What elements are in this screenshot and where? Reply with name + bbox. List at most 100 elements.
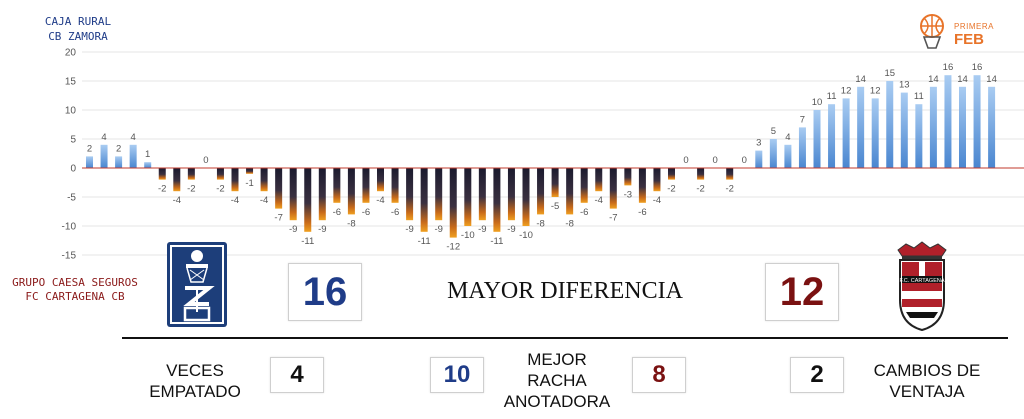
chart-bar (988, 86, 996, 168)
chart-bar (886, 81, 894, 168)
data-label: -8 (536, 218, 544, 229)
data-label: -4 (173, 195, 181, 206)
chart-bar (929, 86, 937, 168)
ties-label: VECES EMPATADO (140, 360, 250, 402)
chart-bar (129, 144, 137, 168)
chart-bar (697, 168, 705, 180)
data-label: -9 (434, 224, 442, 235)
chart-bar (260, 168, 268, 192)
chart-bar (973, 75, 981, 168)
chart-bar (347, 168, 355, 215)
data-label: -7 (274, 213, 282, 224)
data-label: -7 (609, 213, 617, 224)
chart-bar (522, 168, 530, 226)
data-label: -9 (405, 224, 413, 235)
team-top-line2: CB ZAMORA (48, 30, 108, 43)
data-label: -9 (318, 224, 326, 235)
chart-bar (420, 168, 428, 232)
chart-bar (318, 168, 326, 221)
data-label: -9 (478, 224, 486, 235)
data-label: 1 (145, 149, 150, 160)
data-label: 14 (928, 74, 939, 85)
chart-bar (362, 168, 370, 203)
data-label: -6 (362, 207, 370, 218)
data-label: 16 (972, 62, 983, 73)
club-crest-zamora-icon (167, 242, 227, 327)
data-label: 4 (101, 132, 106, 143)
data-label: -6 (638, 207, 646, 218)
data-label: 13 (899, 80, 910, 91)
chart-bar (173, 168, 181, 192)
data-label: -10 (461, 230, 475, 241)
chart-bar (537, 168, 545, 215)
data-label: 0 (713, 155, 718, 166)
y-tick-label: 15 (65, 77, 77, 88)
data-label: 3 (756, 138, 761, 149)
data-label: -6 (580, 207, 588, 218)
data-label: 4 (131, 132, 136, 143)
data-label: 11 (914, 91, 924, 102)
data-label: -4 (260, 195, 268, 206)
y-tick-label: -10 (62, 222, 77, 233)
chart-bar (813, 110, 821, 168)
data-label: -11 (418, 236, 431, 247)
chart-bar (304, 168, 312, 232)
data-label: 11 (827, 91, 837, 102)
data-label: 15 (884, 68, 895, 79)
data-label: -4 (595, 195, 603, 206)
data-label: 5 (771, 126, 776, 137)
league-logo-line2: FEB (954, 31, 984, 48)
data-label: -8 (347, 218, 355, 229)
chart-bar (478, 168, 486, 221)
chart-bar (289, 168, 297, 221)
data-label: -9 (289, 224, 297, 235)
chart-bar (391, 168, 399, 203)
divider (122, 337, 1008, 339)
data-label: -10 (519, 230, 533, 241)
data-label: -6 (391, 207, 399, 218)
chart-bar (86, 156, 93, 168)
data-label: -4 (653, 195, 661, 206)
chart-bar (755, 150, 763, 168)
data-label: 0 (742, 155, 747, 166)
data-label: -8 (565, 218, 573, 229)
chart-bar (507, 168, 515, 221)
crest-text: F.C. CARTAGENA (899, 278, 944, 284)
team-bottom-line1: GRUPO CAESA SEGUROS (12, 276, 138, 289)
chart-bar (216, 168, 224, 180)
chart-bar (566, 168, 574, 215)
data-label: 0 (203, 155, 208, 166)
team-bottom-line2: FC CARTAGENA CB (25, 290, 125, 303)
data-label: -11 (490, 236, 503, 247)
chart-bar (275, 168, 283, 209)
data-label: -12 (446, 242, 460, 253)
data-label: 4 (785, 132, 790, 143)
club-crest-fc-cartagena-icon: F.C. CARTAGENA (892, 240, 952, 332)
data-label: 16 (943, 62, 954, 73)
data-label: 14 (986, 74, 997, 85)
data-label: -9 (507, 224, 515, 235)
data-label: 14 (957, 74, 968, 85)
y-tick-label: 0 (70, 164, 76, 175)
data-label: 0 (683, 155, 688, 166)
chart-bar (377, 168, 384, 192)
data-label: 7 (800, 114, 805, 125)
chart-bar (798, 127, 806, 168)
chart-bar (493, 168, 501, 232)
y-tick-label: 20 (65, 48, 77, 59)
chart-bar (115, 156, 123, 168)
data-label: -2 (696, 184, 704, 195)
data-label: 14 (855, 74, 866, 85)
team-bottom-label: GRUPO CAESA SEGUROS FC CARTAGENA CB (0, 276, 150, 304)
run-bottom-value: 8 (632, 357, 686, 393)
league-logo-line1: PRIMERA (954, 22, 994, 31)
chart-bar (551, 168, 559, 197)
chart-bar (246, 168, 254, 174)
ties-label-line2: EMPATADO (149, 382, 241, 401)
basketball-trophy-icon (920, 14, 944, 49)
chart-bar (333, 168, 341, 203)
run-label-line2: RACHA (527, 371, 587, 390)
chart-bar (871, 98, 879, 168)
chart-bar (449, 168, 457, 238)
data-label: -2 (158, 184, 166, 195)
